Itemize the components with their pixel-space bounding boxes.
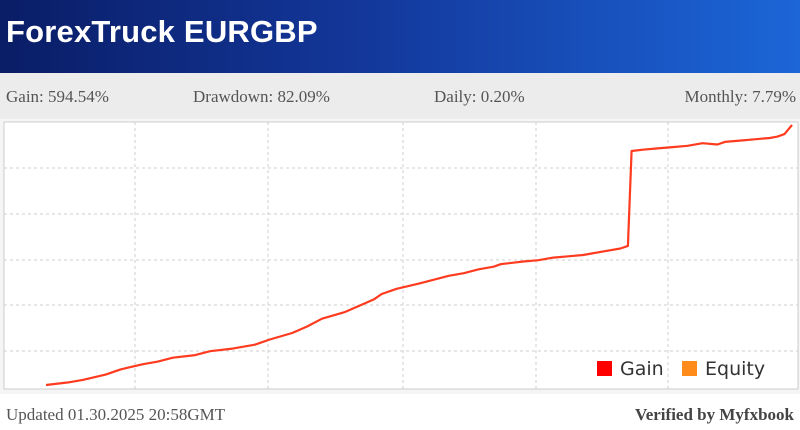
stat-daily-value: 0.20%: [480, 87, 525, 106]
chart-area: Gain Equity: [0, 119, 800, 394]
stat-drawdown-label: Drawdown:: [193, 87, 274, 106]
stat-daily: Daily: 0.20%: [434, 87, 525, 107]
stat-gain-value: 594.54%: [48, 87, 109, 106]
legend-gain-label: Gain: [620, 358, 664, 380]
legend-equity-label: Equity: [705, 358, 765, 380]
stat-gain-label: Gain:: [6, 87, 44, 106]
legend-gain-swatch: [597, 361, 612, 376]
stat-monthly: Monthly: 7.79%: [685, 87, 796, 107]
verified-badge: Verified by Myfxbook: [635, 405, 794, 424]
stat-drawdown: Drawdown: 82.09%: [193, 87, 330, 107]
legend-equity-swatch: [682, 361, 697, 376]
updated-timestamp: Updated 01.30.2025 20:58GMT: [6, 405, 226, 424]
stat-daily-label: Daily:: [434, 87, 477, 106]
page-title: ForexTruck EURGBP: [6, 14, 318, 49]
stat-drawdown-value: 82.09%: [277, 87, 330, 106]
stat-monthly-value: 7.79%: [752, 87, 796, 106]
legend: Gain Equity: [597, 358, 765, 380]
gain-series-line: [45, 124, 793, 387]
stat-monthly-label: Monthly:: [684, 87, 748, 106]
grid-lines: [4, 122, 798, 389]
stats-bar: Gain: 594.54% Drawdown: 82.09% Daily: 0.…: [0, 73, 800, 119]
gain-chart: Gain Equity: [3, 121, 799, 390]
footer-bar: Updated 01.30.2025 20:58GMT Verified by …: [0, 394, 800, 430]
plot-background: [3, 121, 799, 390]
stat-gain: Gain: 594.54%: [6, 87, 109, 107]
header-bar: ForexTruck EURGBP: [0, 0, 800, 73]
